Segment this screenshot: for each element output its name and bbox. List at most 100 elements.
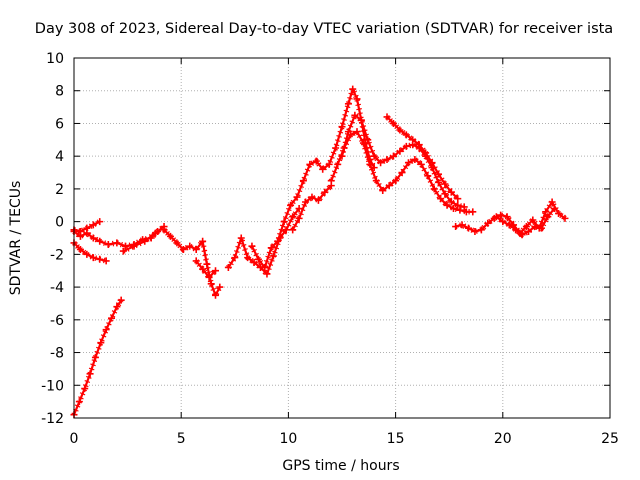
y-tick-label: -12 <box>41 411 64 427</box>
series-track <box>452 196 569 238</box>
data-point <box>108 314 116 322</box>
data-point <box>469 208 477 216</box>
data-point <box>561 214 569 222</box>
y-tick-label: -2 <box>50 247 64 263</box>
data-point <box>289 226 297 234</box>
data-point <box>424 172 432 180</box>
series-track <box>70 239 110 265</box>
data-point <box>332 144 340 152</box>
series-track <box>248 81 378 274</box>
data-point <box>263 270 271 278</box>
y-tick-label: -6 <box>50 313 64 329</box>
data-point <box>353 128 361 136</box>
series-track <box>160 226 224 303</box>
data-point <box>327 177 335 185</box>
y-tick-label: 2 <box>55 182 64 198</box>
x-axis-label: GPS time / hours <box>282 458 399 474</box>
data-point <box>415 141 423 149</box>
data-point <box>353 95 361 103</box>
data-point <box>396 126 404 134</box>
data-point <box>75 398 83 406</box>
data-point <box>428 159 436 167</box>
data-point <box>166 232 174 240</box>
data-point <box>464 224 472 232</box>
data-point <box>302 198 310 206</box>
data-point <box>383 155 391 163</box>
data-point <box>351 111 359 119</box>
series-markers <box>122 224 166 254</box>
series-markers <box>194 259 218 282</box>
data-point <box>97 339 105 347</box>
data-point <box>89 221 97 229</box>
data-point <box>216 283 224 291</box>
data-point <box>212 291 220 299</box>
data-point <box>81 385 89 393</box>
data-point <box>359 139 367 147</box>
data-point <box>447 188 455 196</box>
data-point <box>121 242 129 250</box>
data-point <box>76 227 84 235</box>
data-point <box>392 177 400 185</box>
data-point <box>96 255 104 263</box>
data-point <box>173 239 181 247</box>
data-point <box>192 245 200 253</box>
data-point <box>518 231 526 239</box>
data-point <box>244 254 252 262</box>
data-point <box>458 221 466 229</box>
series-track <box>327 127 477 216</box>
data-point <box>366 160 374 168</box>
data-point <box>385 182 393 190</box>
x-tick-label: 0 <box>70 431 79 447</box>
x-tick-label: 20 <box>494 431 512 447</box>
data-point <box>89 234 97 242</box>
data-point <box>404 159 412 167</box>
data-point <box>308 193 316 201</box>
series-track <box>492 205 558 239</box>
data-point <box>203 260 211 268</box>
data-point <box>76 245 84 253</box>
y-tick-label: -8 <box>50 346 64 362</box>
data-point <box>402 131 410 139</box>
data-point <box>282 226 290 234</box>
data-point <box>248 242 256 250</box>
data-point <box>447 198 455 206</box>
data-point <box>389 119 397 127</box>
series-line <box>227 207 301 276</box>
data-point <box>325 160 333 168</box>
data-point <box>186 242 194 250</box>
data-point <box>499 218 507 226</box>
data-point <box>422 149 430 157</box>
x-tick-label: 5 <box>177 431 186 447</box>
data-point <box>338 123 346 131</box>
data-point <box>83 224 91 232</box>
series-track <box>70 227 162 250</box>
series-markers <box>454 196 567 238</box>
data-point <box>529 216 537 224</box>
data-point <box>477 226 485 234</box>
data-point <box>364 136 372 144</box>
data-point <box>113 239 121 247</box>
data-point <box>212 267 220 275</box>
data-point <box>151 229 159 237</box>
data-point <box>349 85 357 93</box>
data-point <box>224 263 232 271</box>
data-point <box>205 273 213 281</box>
data-point <box>471 227 479 235</box>
series-track <box>70 296 125 419</box>
data-point <box>293 193 301 201</box>
data-point <box>550 205 558 213</box>
data-point <box>334 160 342 168</box>
data-point <box>91 353 99 361</box>
data-point <box>199 265 207 273</box>
y-tick-label: 6 <box>55 116 64 132</box>
axis-ticks: 0 5 10 15 20 25 -12 -10 -8 -6 -4 -2 0 2 4 6 8 10 <box>41 51 619 447</box>
x-tick-label: 15 <box>387 431 405 447</box>
data-point <box>207 280 215 288</box>
y-tick-label: -4 <box>50 280 64 296</box>
data-point <box>417 160 425 168</box>
data-point <box>86 370 94 378</box>
data-point <box>372 177 380 185</box>
data-point <box>287 201 295 209</box>
data-point <box>83 250 91 258</box>
data-point <box>269 252 277 260</box>
